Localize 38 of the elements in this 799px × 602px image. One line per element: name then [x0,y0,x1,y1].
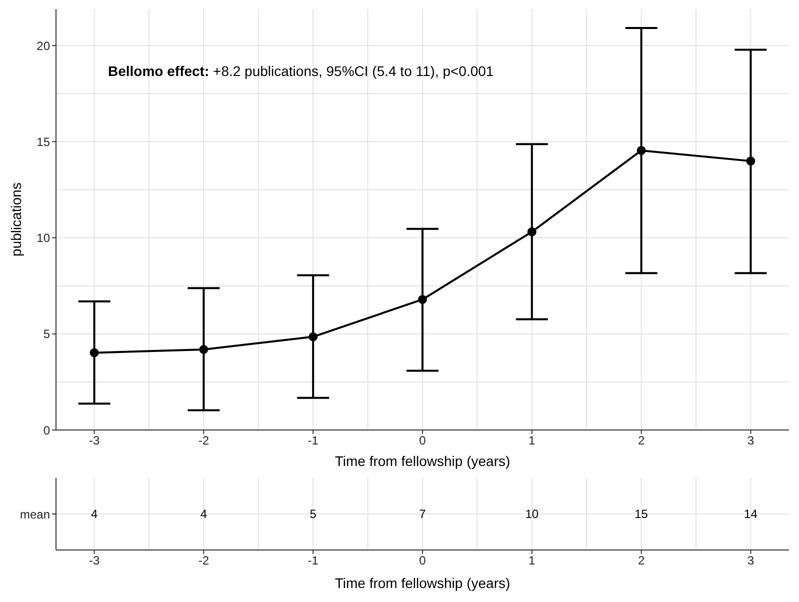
x-tick-label: 3 [747,434,754,448]
y-tick-label: 0 [43,423,50,438]
y-tick-label: 5 [43,327,50,342]
x-tick-label: 0 [419,554,426,568]
annotation: Bellomo effect: +8.2 publications, 95%CI (5.4 to 11), p<0.001 [108,63,494,79]
x-tick-label: 1 [528,554,536,568]
y-tick-label: mean [20,507,50,522]
point [90,348,99,358]
x-tick-label: -3 [88,434,100,448]
x-tick-label: -1 [308,434,319,448]
data-label: 5 [310,507,317,521]
data-label: 14 [744,507,758,521]
data-label: 4 [90,507,98,521]
x-axis-title: Time from fellowship (years) [334,453,510,469]
point [636,146,646,155]
x-tick-label: -2 [198,434,210,448]
x-tick-label: 3 [747,554,754,568]
x-tick-label: -1 [308,554,319,568]
point [418,294,427,304]
data-label: 15 [634,507,648,521]
data-label: 10 [525,507,539,521]
x-tick-label: 1 [528,434,536,448]
x-tick-label: -2 [198,554,210,568]
point [746,156,756,166]
x-tick-label: 2 [638,554,645,568]
x-tick-label: -3 [88,554,100,568]
point [527,227,536,236]
data-label: 4 [200,507,208,521]
x-axis-title: Time from fellowship (years) [334,575,510,591]
x-tick-label: 0 [419,434,426,448]
y-tick-label: 15 [36,134,50,149]
point [308,332,318,342]
point [199,344,208,354]
y-axis-title: publications [8,182,24,256]
x-tick-label: 2 [638,434,645,448]
y-tick-label: 20 [36,38,50,53]
y-tick-label: 10 [36,231,50,246]
data-label: 7 [419,507,426,521]
